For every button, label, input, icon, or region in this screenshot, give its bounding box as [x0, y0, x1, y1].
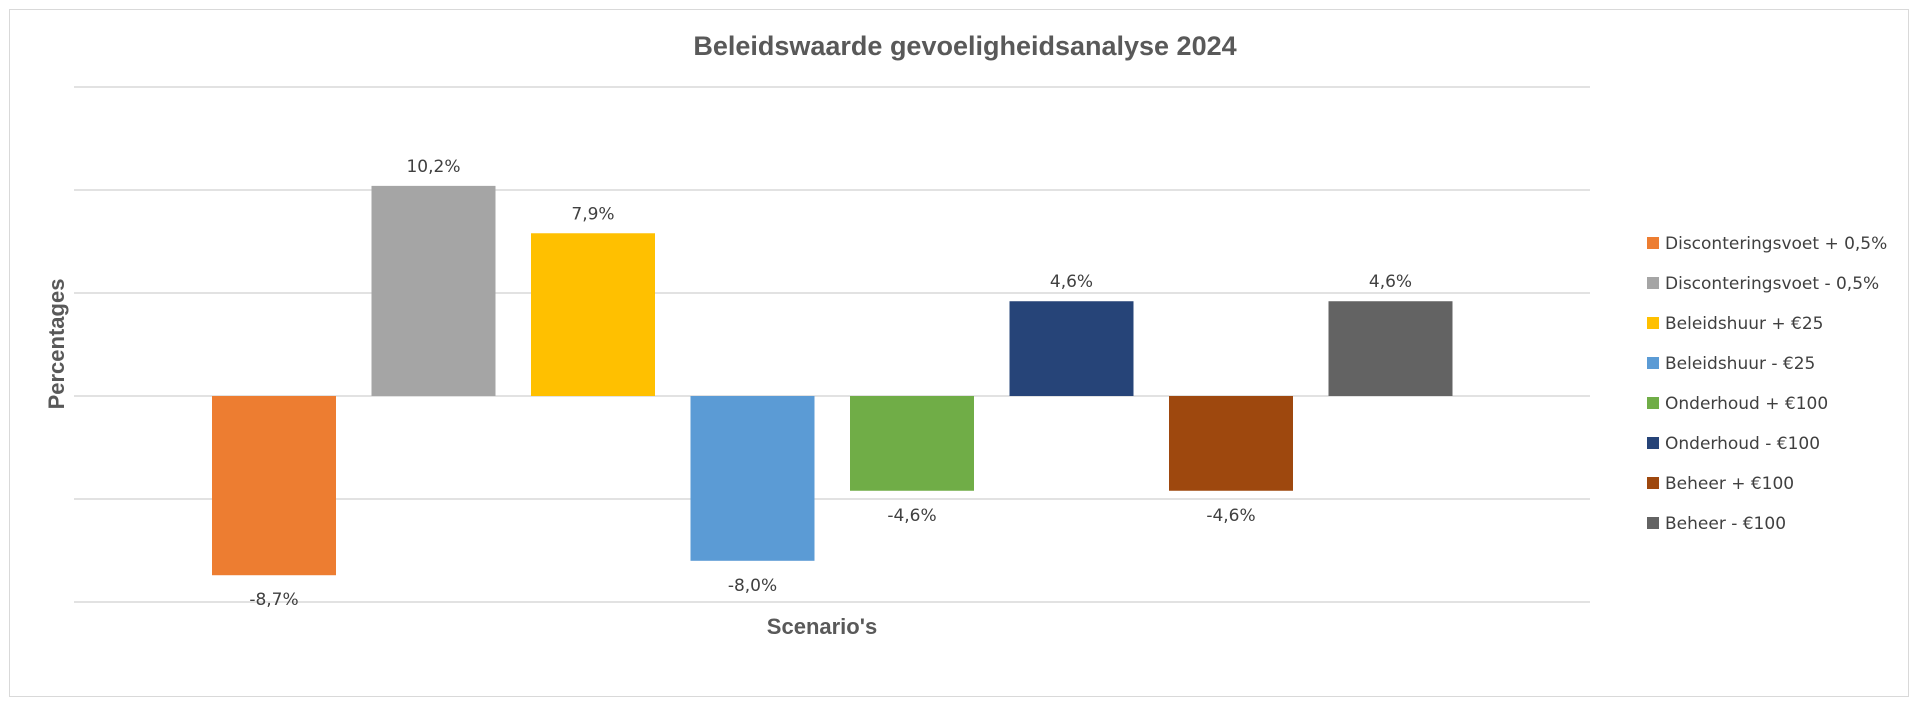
chart-frame	[9, 9, 1909, 697]
legend-swatch-beheer-100	[1647, 477, 1659, 489]
data-label-disconteringsvoet-0-5: -8,7%	[249, 590, 298, 610]
legend: Disconteringsvoet + 0,5% Disconteringsvoe…	[1647, 234, 1887, 534]
legend-swatch-disconteringsvoet-0-5	[1647, 237, 1659, 249]
legend-label-disconteringsvoet-0-5: Disconteringsvoet + 0,5%	[1665, 234, 1887, 254]
bar-beheer-100	[1328, 301, 1453, 396]
bar-onderhoud-100	[1009, 301, 1134, 396]
legend-label-beheer-100: Beheer + €100	[1665, 474, 1794, 494]
data-label-beheer-100: -4,6%	[1206, 506, 1255, 526]
bar-beleidshuur-25	[531, 233, 655, 396]
bar-disconteringsvoet-0-5	[371, 185, 496, 396]
data-label-beleidshuur-25: -8,0%	[728, 576, 777, 596]
legend-swatch-beheer-100	[1647, 517, 1659, 529]
legend-swatch-onderhoud-100	[1647, 397, 1659, 409]
legend-swatch-onderhoud-100	[1647, 437, 1659, 449]
bars	[212, 185, 1453, 576]
data-label-beleidshuur-25: 7,9%	[571, 204, 614, 224]
data-label-disconteringsvoet-0-5: 10,2%	[406, 157, 460, 177]
legend-label-beleidshuur-25: Beleidshuur - €25	[1665, 354, 1815, 374]
legend-swatch-disconteringsvoet-0-5	[1647, 277, 1659, 289]
legend-label-beleidshuur-25: Beleidshuur + €25	[1665, 314, 1824, 334]
legend-swatch-beleidshuur-25	[1647, 357, 1659, 369]
y-axis-title: Percentages	[44, 279, 69, 410]
data-label-onderhoud-100: -4,6%	[887, 506, 936, 526]
bar-disconteringsvoet-0-5	[212, 396, 336, 576]
x-axis-title: Scenario's	[767, 614, 877, 639]
legend-label-disconteringsvoet-0-5: Disconteringsvoet - 0,5%	[1665, 274, 1879, 294]
data-label-onderhoud-100: 4,6%	[1050, 272, 1093, 292]
bar-onderhoud-100	[850, 396, 974, 491]
bar-beheer-100	[1169, 396, 1293, 491]
bar-beleidshuur-25	[690, 396, 815, 561]
chart-title: Beleidswaarde gevoeligheidsanalyse 2024	[693, 31, 1236, 61]
legend-label-onderhoud-100: Onderhoud + €100	[1665, 394, 1828, 414]
legend-label-beheer-100: Beheer - €100	[1665, 514, 1786, 534]
legend-swatch-beleidshuur-25	[1647, 317, 1659, 329]
data-label-beheer-100: 4,6%	[1369, 272, 1412, 292]
legend-label-onderhoud-100: Onderhoud - €100	[1665, 434, 1820, 454]
data-labels: -8,7% 10,2% 7,9% -8,0% -4,6% 4,6% -4,6% 4,6%	[249, 157, 1412, 610]
